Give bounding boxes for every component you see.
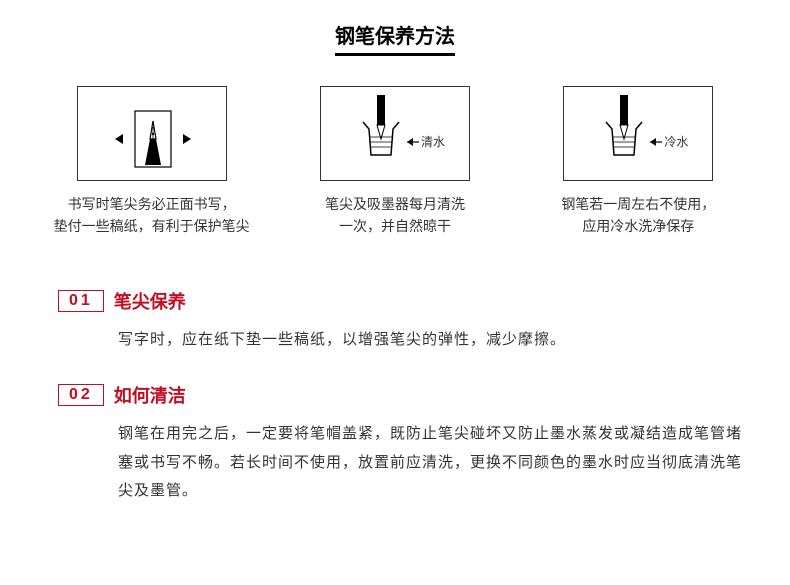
- caption-1-line2: 垫付一些稿纸，有利于保护笔尖: [40, 215, 263, 237]
- section-1: 01 笔尖保养 写字时，应在纸下垫一些稿纸，以增强笔尖的弹性，减少摩擦。: [40, 288, 750, 355]
- caption-2-line2: 一次，并自然晾干: [283, 215, 506, 237]
- pen-nib-icon: [78, 87, 228, 182]
- section-2-body: 钢笔在用完之后，一定要将笔帽盖紧，既防止笔尖碰坏又防止墨水蒸发或凝结造成笔管堵塞…: [58, 420, 750, 506]
- icon-3-label: 冷水: [664, 133, 688, 150]
- caption-1: 书写时笔尖务必正面书写， 垫付一些稿纸，有利于保护笔尖: [40, 193, 263, 238]
- section-1-num: 01: [58, 290, 104, 312]
- icon-item-1: 书写时笔尖务必正面书写， 垫付一些稿纸，有利于保护笔尖: [40, 86, 263, 238]
- caption-2-line1: 笔尖及吸墨器每月清洗: [283, 193, 506, 215]
- document-container: 钢笔保养方法 书写时笔尖务必正面书写， 垫付一些稿纸，有利于保护笔尖: [0, 0, 790, 554]
- caption-2: 笔尖及吸墨器每月清洗 一次，并自然晾干: [283, 193, 506, 238]
- section-2-title: 如何清洁: [114, 382, 186, 408]
- title-wrap: 钢笔保养方法: [40, 20, 750, 56]
- caption-1-line1: 书写时笔尖务必正面书写，: [40, 193, 263, 215]
- caption-3-line1: 钢笔若一周左右不使用，: [527, 193, 750, 215]
- section-1-title: 笔尖保养: [114, 288, 186, 314]
- section-2-head: 02 如何清洁: [58, 382, 750, 408]
- icon-box-nib: [77, 86, 227, 181]
- icon-box-cup-2: 冷水: [563, 86, 713, 181]
- pen-wash-icon: [321, 87, 471, 182]
- caption-3: 钢笔若一周左右不使用， 应用冷水洗净保存: [527, 193, 750, 238]
- section-1-head: 01 笔尖保养: [58, 288, 750, 314]
- icon-item-2: 清水 笔尖及吸墨器每月清洗 一次，并自然晾干: [283, 86, 506, 238]
- icon-box-cup-1: 清水: [320, 86, 470, 181]
- pen-coldwash-icon: [564, 87, 714, 182]
- section-1-body: 写字时，应在纸下垫一些稿纸，以增强笔尖的弹性，减少摩擦。: [58, 326, 750, 355]
- icons-row: 书写时笔尖务必正面书写， 垫付一些稿纸，有利于保护笔尖 清水: [40, 86, 750, 238]
- section-2-num: 02: [58, 384, 104, 406]
- section-2: 02 如何清洁 钢笔在用完之后，一定要将笔帽盖紧，既防止笔尖碰坏又防止墨水蒸发或…: [40, 382, 750, 506]
- icon-2-label: 清水: [421, 133, 445, 150]
- icon-item-3: 冷水 钢笔若一周左右不使用， 应用冷水洗净保存: [527, 86, 750, 238]
- page-title: 钢笔保养方法: [335, 20, 455, 56]
- caption-3-line2: 应用冷水洗净保存: [527, 215, 750, 237]
